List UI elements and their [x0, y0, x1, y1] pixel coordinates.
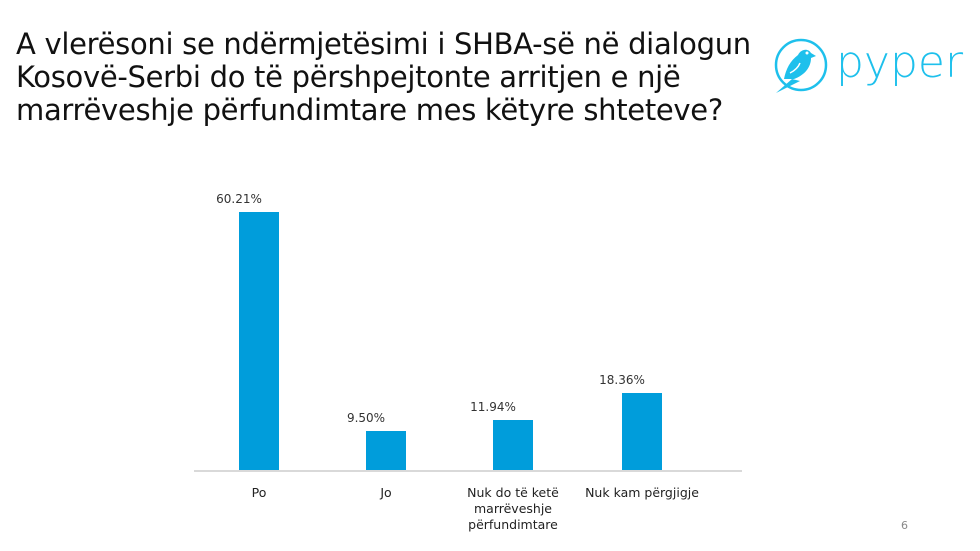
- bar-nuk-do: [493, 420, 533, 471]
- bar-chart: 60.21% 9.50% 11.94% 18.36% Po Jo Nuk do …: [194, 180, 742, 540]
- bar-jo: [366, 431, 406, 471]
- bird-logo-icon: [774, 38, 828, 93]
- x-axis-line: [194, 470, 742, 472]
- category-label-jo: Jo: [380, 485, 392, 500]
- category-label-nuk-kam: Nuk kam përgjigje: [585, 485, 699, 500]
- value-label-po: 60.21%: [216, 192, 262, 206]
- page-number: 6: [901, 519, 908, 532]
- bar-po: [239, 212, 279, 471]
- bar-nuk-kam: [622, 393, 662, 471]
- value-label-nuk-do: 11.94%: [470, 400, 516, 414]
- pyper-logo: pyper: [770, 35, 963, 97]
- value-label-nuk-kam: 18.36%: [599, 373, 645, 387]
- slide-title: A vlerësoni se ndërmjetësimi i SHBA-së n…: [16, 27, 751, 127]
- category-label-nuk-do: Nuk do të ketë marrëveshje përfundimtare: [467, 485, 559, 532]
- value-label-jo: 9.50%: [346, 411, 386, 425]
- category-label-po: Po: [251, 485, 267, 500]
- logo-text: pyper: [836, 37, 964, 88]
